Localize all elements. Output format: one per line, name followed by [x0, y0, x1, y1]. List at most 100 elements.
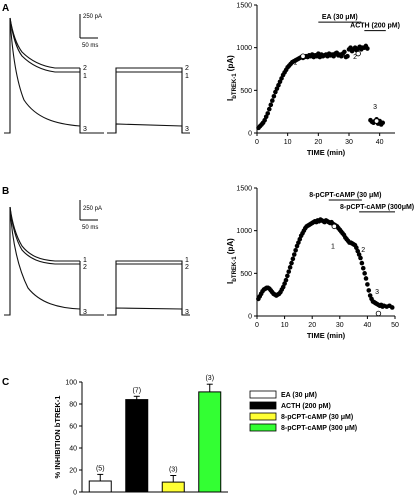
bar: [88, 480, 112, 493]
trace-label-a-right-1: 1: [185, 73, 189, 80]
trace-a-left-step: [79, 68, 104, 134]
bar-chart-y-axis-label: % INHIBITION bTREK-1: [53, 396, 62, 479]
plot-b-y-tick-label: 500: [240, 271, 252, 278]
trace-label-b-right-2: 2: [185, 264, 189, 271]
plot-a-y-label-unit: (pA): [226, 55, 235, 74]
plot-a-point-label: 2: [353, 54, 357, 61]
trace-a-left-1: [9, 17, 80, 73]
trace-b-right-3: [115, 307, 183, 315]
legend-swatch: [249, 401, 277, 410]
plot-b-data-point: [365, 282, 370, 287]
panel-b-traces: 250 pA 50 ms 1 2 3 1 2 3: [4, 200, 190, 316]
plot-b-open-point: [331, 223, 337, 230]
plot-b-open-point: [375, 310, 382, 317]
plot-a-open-point: [355, 50, 361, 57]
plot-b-x-tick-label: 20: [308, 322, 316, 329]
plot-a-treatment-label: ACTH (200 pM): [350, 23, 400, 30]
plot-a-treatment-label: EA (30 μM): [322, 14, 358, 21]
plot-b-x-tick-label: 10: [281, 322, 289, 329]
bar-chart-y-tick-label: 20: [69, 468, 77, 475]
trace-label-a-left-3: 3: [83, 126, 87, 133]
trace-label-b-right-3: 3: [185, 309, 189, 316]
bar-n-label: (5): [96, 465, 105, 472]
scalebar-a-time: 50 ms: [82, 43, 98, 49]
trace-a-left-baseline: [4, 18, 11, 134]
plot-b-x-tick-label: 30: [336, 322, 344, 329]
plot-b-point-label: 2: [361, 247, 365, 254]
trace-a-right-2: [107, 67, 190, 134]
legend-swatch: [249, 390, 277, 399]
trace-a-left-3: [9, 17, 81, 127]
plot-a-y-tick-label: 1000: [236, 45, 252, 52]
trace-b-left-1: [9, 206, 80, 262]
plot-b-data-point: [389, 305, 395, 310]
plot-b-treatment-label: 8-pCPT-cAMP (300μM): [340, 204, 414, 211]
plot-b-y-label-sub: bTREK-1: [232, 256, 238, 282]
scalebar-b-time: 50 ms: [82, 225, 98, 231]
plot-b-x-tick-label: 0: [255, 322, 259, 329]
plot-b-x-axis-label: TIME (min): [307, 331, 346, 340]
plot-b-data-point: [363, 276, 369, 281]
bar: [198, 391, 222, 493]
plot-b-data-point: [286, 269, 292, 274]
plot-a-open-point: [300, 53, 306, 59]
plot-b-data-point: [358, 255, 363, 261]
trace-label-b-left-1: 1: [83, 257, 87, 264]
legend-swatch: [249, 423, 277, 432]
plot-a-point-label: 3: [373, 104, 377, 111]
panel-label-a: A: [2, 3, 9, 14]
plot-a-x-tick-label: 30: [345, 139, 353, 146]
trace-label-a-right-2: 2: [185, 65, 189, 72]
time-course-plot-b: 0 500 1000 1500 0 10 20 30 40 50 TIME (min) IbTREK-…: [226, 186, 414, 341]
plot-a-y-tick-label: 0: [248, 131, 252, 138]
plot-a-data-point: [271, 94, 277, 99]
bar-n-label: (3): [169, 467, 178, 474]
plot-b-data-point: [293, 247, 298, 253]
legend-entry: 8-pCPT-cAMP (300 μM): [281, 425, 357, 432]
trace-a-right-3: [115, 123, 183, 133]
panel-label-b: B: [2, 186, 9, 197]
inhibition-bar-chart: 0 20 40 60 80 100 % INHIBITION bTREK-1 (5) (7) (3…: [53, 375, 357, 496]
bar: [161, 481, 185, 493]
trace-b-left-baseline: [4, 207, 11, 316]
bar-chart-y-tick-label: 80: [69, 402, 77, 409]
plot-b-point-label: 1: [331, 244, 335, 251]
legend-entry: 8-pCPT-cAMP (30 μM): [281, 414, 353, 421]
plot-b-treatment-label: 8-pCPT-cAMP (30 μM): [309, 192, 381, 199]
plot-b-data-point: [283, 277, 289, 283]
plot-a-x-tick-label: 10: [284, 139, 292, 146]
plot-a-x-axis-label: TIME (min): [307, 148, 346, 157]
bar-chart-y-tick-label: 0: [73, 490, 77, 496]
plot-b-y-tick-label: 1500: [236, 186, 252, 193]
panel-a-traces: 250 pA 50 ms 2 1 3 2 1 3: [4, 14, 190, 134]
plot-b-data-point: [360, 265, 366, 271]
trace-label-b-left-2: 2: [83, 264, 87, 271]
plot-b-data-point: [290, 256, 296, 262]
trace-label-b-left-3: 3: [83, 309, 87, 316]
plot-b-data-point: [366, 288, 372, 293]
plot-a-x-tick-label: 40: [376, 139, 384, 146]
plot-a-data-point: [265, 111, 271, 116]
legend-entry: EA (30 μM): [281, 392, 317, 399]
plot-a-x-tick-label: 20: [314, 139, 322, 146]
plot-b-data-point: [285, 273, 290, 279]
scalebar-a: 250 pA 50 ms: [79, 14, 102, 49]
scalebar-b: 250 pA 50 ms: [79, 200, 102, 231]
plot-a-data-point: [266, 106, 272, 112]
plot-a-data-point: [342, 49, 347, 55]
plot-a-data-point: [270, 98, 275, 103]
plot-a-open-point: [373, 118, 380, 124]
plot-b-y-tick-label: 1000: [236, 228, 252, 235]
trace-label-b-right-1: 1: [185, 257, 189, 264]
plot-a-y-axis-label: IbTREK-1 (pA): [226, 55, 238, 101]
plot-b-data-point: [362, 271, 367, 276]
plot-b-data-point: [289, 260, 294, 266]
plot-b-data-point: [359, 260, 365, 266]
plot-a-y-label-main: I: [226, 99, 235, 101]
trace-b-left-step: [79, 261, 104, 316]
plot-b-point-label: 3: [375, 289, 379, 296]
trace-b-left-3: [9, 206, 81, 310]
plot-b-x-tick-label: 40: [364, 322, 372, 329]
time-course-plot-a: 0 500 1000 1500 0 10 20 30 40 TIME (min) IbTREK-1 …: [226, 3, 400, 158]
trace-b-left-2: [9, 206, 80, 265]
